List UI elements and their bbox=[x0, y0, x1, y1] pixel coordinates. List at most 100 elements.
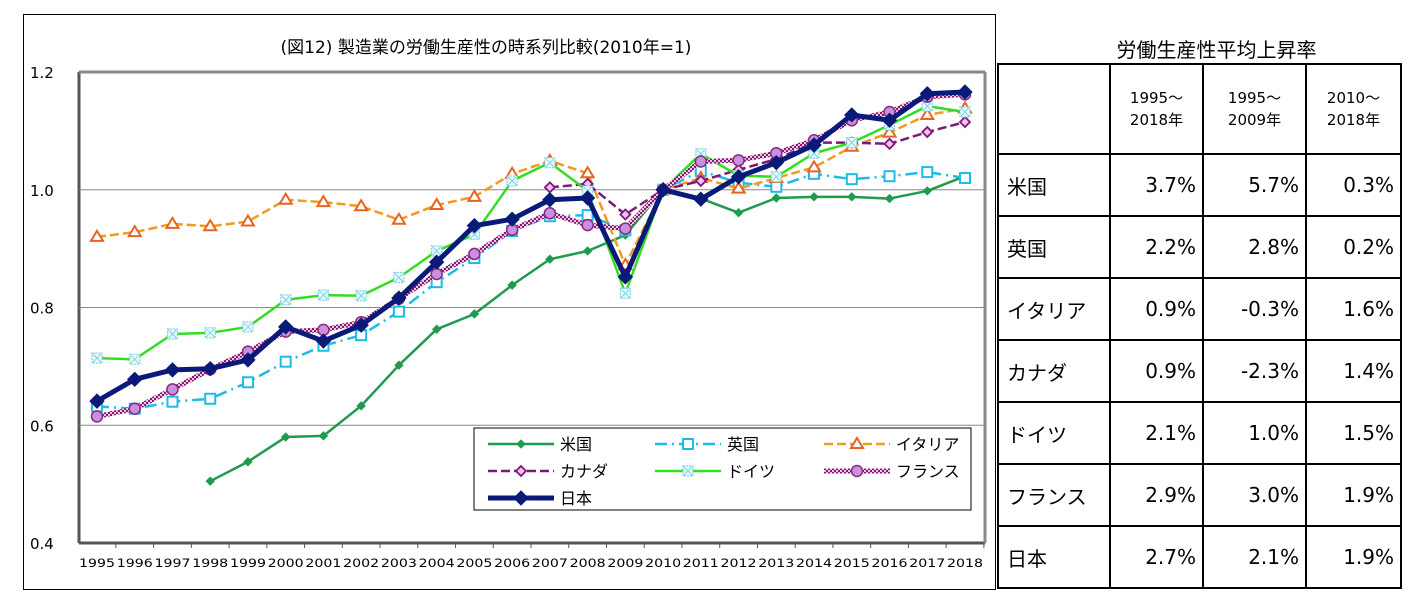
data-point bbox=[920, 125, 934, 139]
rate-cell: 2.1% bbox=[1202, 525, 1307, 589]
table-row: 英国 2.2% 2.8% 0.2% bbox=[997, 215, 1402, 279]
data-point bbox=[469, 309, 480, 319]
rate-cell: 1.9% bbox=[1305, 463, 1402, 527]
data-point bbox=[693, 191, 709, 207]
header-period-cell: 1995～ 2018年 bbox=[1109, 63, 1204, 155]
data-point bbox=[958, 115, 972, 129]
x-tick-label: 1997 bbox=[154, 556, 190, 570]
data-point bbox=[733, 208, 744, 218]
data-point bbox=[468, 247, 481, 261]
data-point bbox=[391, 211, 407, 225]
line-chart: (図12) 製造業の労働生産性の時系列比較(2010年=1) 0.4 0.6 0.8… bbox=[30, 38, 987, 570]
x-tick-label: 1999 bbox=[230, 556, 266, 570]
rate-cell: 3.0% bbox=[1202, 463, 1307, 527]
rate-cell: 1.4% bbox=[1305, 339, 1402, 403]
data-point bbox=[844, 107, 860, 123]
data-point bbox=[89, 393, 105, 409]
rate-cell: 1.9% bbox=[1305, 525, 1402, 589]
table-row: ドイツ 2.1% 1.0% 1.5% bbox=[997, 401, 1402, 465]
x-tick-label: 2015 bbox=[834, 556, 870, 570]
rate-cell: 0.9% bbox=[1109, 339, 1204, 403]
series-1 bbox=[91, 164, 971, 415]
country-cell: イタリア bbox=[997, 277, 1111, 341]
rate-cell: 2.2% bbox=[1109, 215, 1204, 279]
y-tick-label: 1.2 bbox=[30, 64, 54, 82]
rate-cell: 2.9% bbox=[1109, 463, 1204, 527]
data-point bbox=[694, 174, 708, 188]
data-point bbox=[809, 192, 819, 202]
data-point bbox=[883, 170, 896, 183]
table-row: 日本 2.7% 2.1% 1.9% bbox=[997, 525, 1402, 589]
data-point bbox=[164, 215, 181, 229]
data-point bbox=[957, 84, 973, 100]
x-tick-label: 2012 bbox=[721, 556, 757, 570]
header-line: 1995～ bbox=[1129, 89, 1184, 107]
rate-cell: 1.0% bbox=[1202, 401, 1307, 465]
rate-cell: 0.9% bbox=[1109, 277, 1204, 341]
data-point bbox=[506, 175, 518, 187]
data-point bbox=[392, 305, 405, 318]
legend-label: イタリア bbox=[896, 435, 959, 454]
legend-label: 日本 bbox=[560, 489, 592, 508]
data-point bbox=[164, 362, 181, 378]
data-point bbox=[89, 228, 105, 242]
y-axis-ticks: 0.4 0.6 0.8 1.0 1.2 bbox=[30, 64, 54, 553]
header-line: 2010～ bbox=[1326, 89, 1381, 107]
data-point bbox=[694, 155, 708, 168]
data-point bbox=[277, 191, 294, 205]
country-cell: 英国 bbox=[997, 215, 1111, 279]
legend-label: ドイツ bbox=[727, 462, 775, 481]
rate-cell: -2.3% bbox=[1202, 339, 1307, 403]
data-point bbox=[579, 190, 596, 206]
table-row: フランス 2.9% 3.0% 1.9% bbox=[997, 463, 1402, 527]
legend-label: フランス bbox=[896, 462, 960, 481]
table-header-row: 1995～ 2018年 1995～ 2009年 2010～ 2018年 bbox=[997, 63, 1402, 155]
data-point bbox=[619, 208, 632, 221]
x-tick-label: 2013 bbox=[758, 556, 794, 570]
data-point bbox=[280, 432, 291, 442]
x-tick-label: 1996 bbox=[117, 556, 153, 570]
legend-item: フランス bbox=[824, 462, 960, 481]
x-tick-label: 1995 bbox=[79, 556, 115, 570]
data-point bbox=[883, 137, 896, 151]
data-point bbox=[619, 222, 632, 235]
legend-swatch-marker bbox=[514, 464, 528, 478]
country-cell: ドイツ bbox=[997, 401, 1111, 465]
data-point bbox=[881, 112, 898, 128]
data-point bbox=[90, 410, 104, 423]
data-point bbox=[356, 401, 366, 411]
data-point bbox=[280, 294, 292, 306]
series-line bbox=[96, 169, 966, 411]
legend-swatch-marker bbox=[682, 438, 694, 450]
series-line bbox=[549, 120, 966, 216]
data-point bbox=[166, 383, 179, 396]
data-point bbox=[771, 193, 782, 203]
table-row: 米国 3.7% 5.7% 0.3% bbox=[997, 153, 1402, 217]
data-point bbox=[204, 392, 217, 405]
data-point bbox=[430, 267, 443, 281]
data-point bbox=[507, 280, 517, 290]
data-point bbox=[921, 166, 934, 179]
data-point bbox=[128, 402, 141, 416]
x-tick-label: 2018 bbox=[947, 556, 983, 570]
data-point bbox=[617, 269, 634, 285]
data-point bbox=[730, 180, 747, 194]
series-line bbox=[96, 91, 966, 419]
x-tick-label: 2016 bbox=[872, 556, 908, 570]
data-point bbox=[655, 182, 671, 198]
x-tick-label: 2001 bbox=[305, 556, 341, 570]
x-tick-label: 2005 bbox=[456, 556, 492, 570]
data-point bbox=[466, 188, 483, 202]
x-tick-label: 2011 bbox=[683, 556, 719, 570]
legend-item: 日本 bbox=[488, 489, 592, 508]
x-tick-label: 1998 bbox=[192, 556, 228, 570]
data-point bbox=[919, 107, 936, 120]
data-point bbox=[581, 209, 594, 222]
legend-swatch-marker bbox=[849, 436, 865, 449]
legend-label: カナダ bbox=[560, 462, 608, 481]
data-point bbox=[428, 197, 445, 211]
rate-cell: 5.7% bbox=[1202, 153, 1307, 217]
data-point bbox=[240, 352, 256, 368]
table-row: カナダ 0.9% -2.3% 1.4% bbox=[997, 339, 1402, 403]
